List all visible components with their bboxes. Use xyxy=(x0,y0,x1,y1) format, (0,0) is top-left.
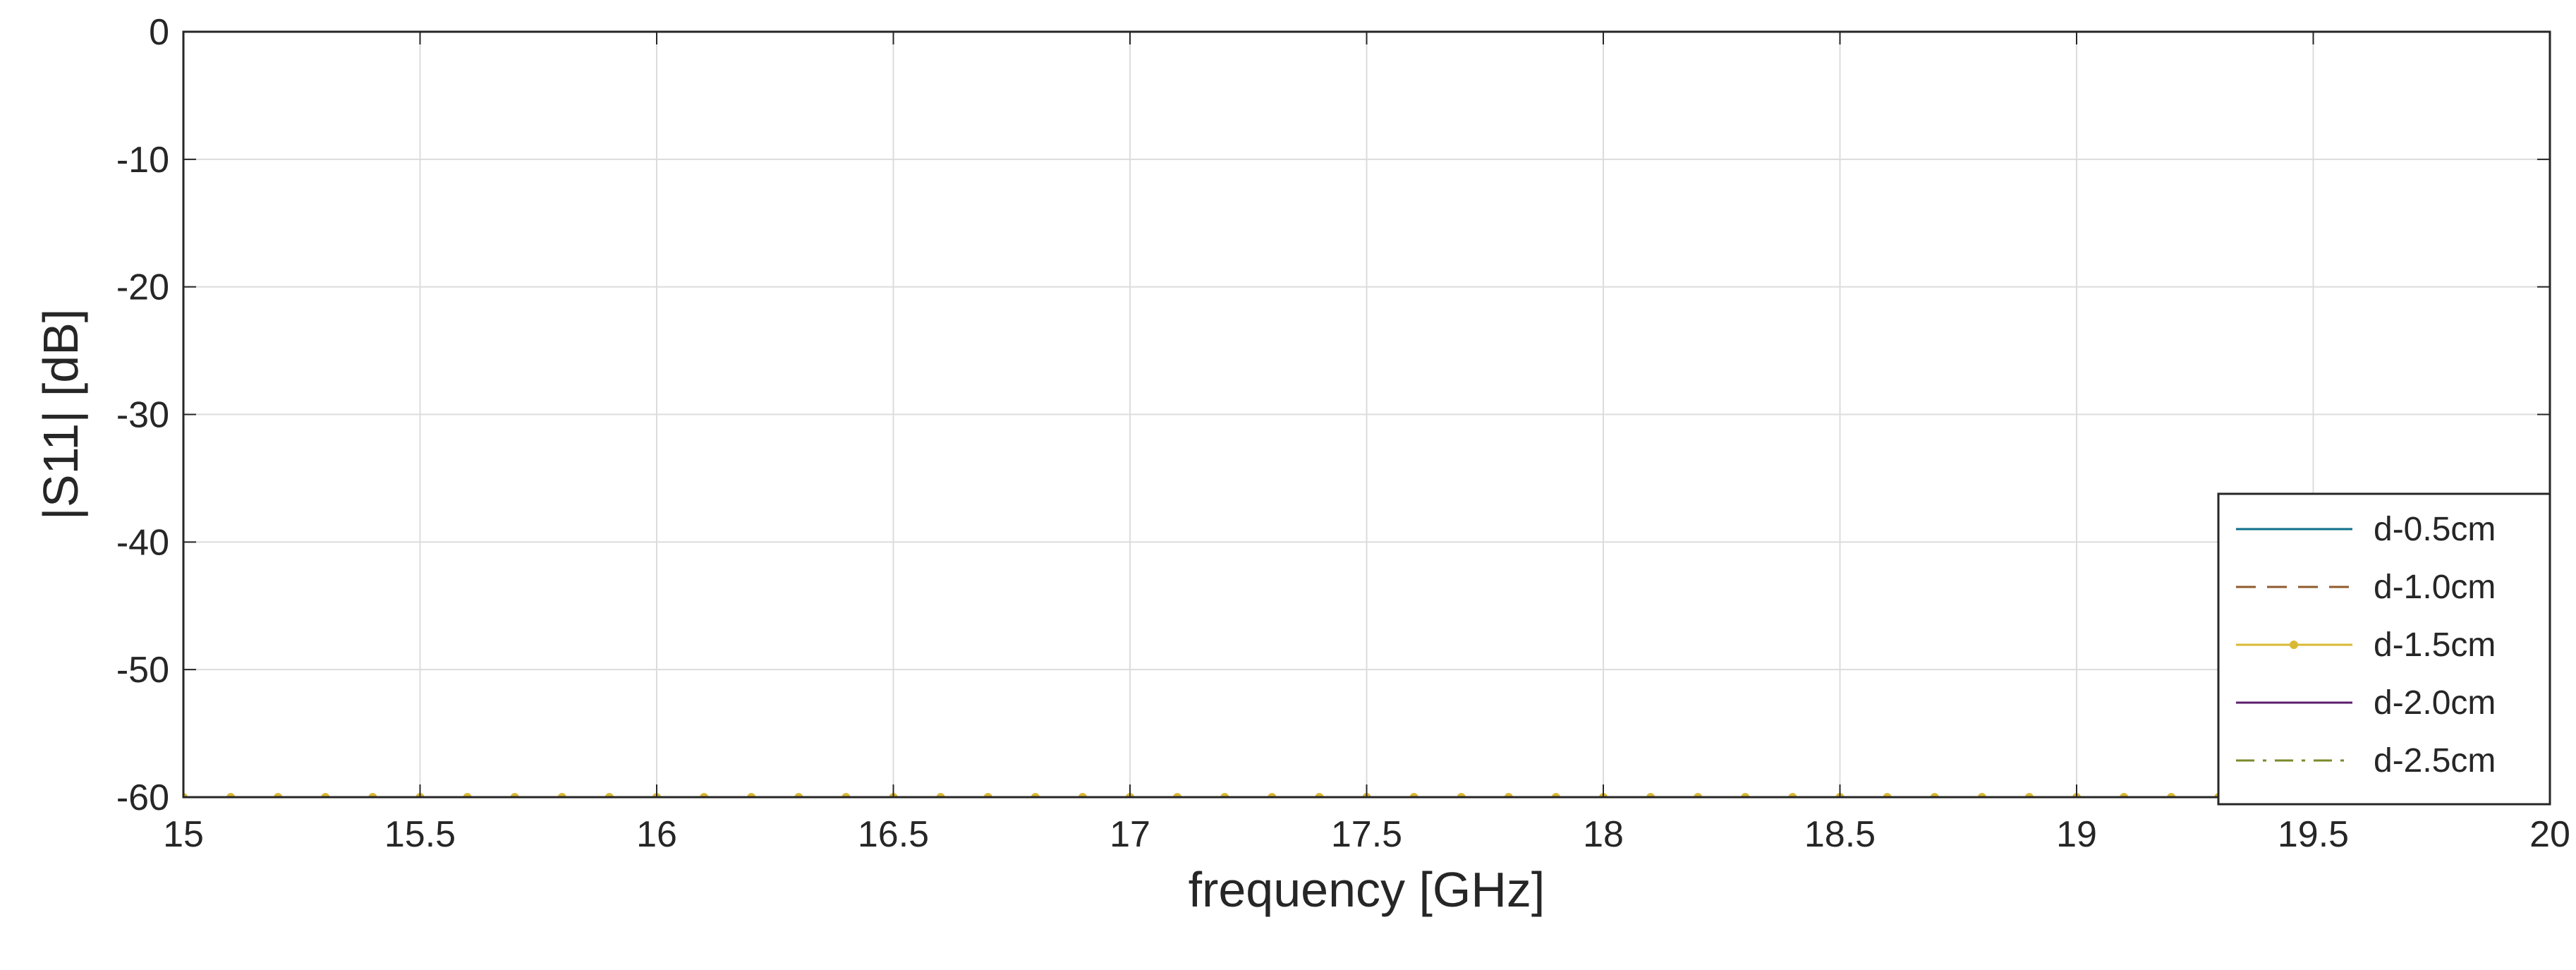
x-tick-label: 15 xyxy=(163,814,204,855)
y-tick-label: -40 xyxy=(116,522,169,563)
y-tick-label: 0 xyxy=(149,12,169,53)
grid xyxy=(183,32,2550,797)
plot-area: 15 15.5 16 16.5 17 17.5 18 18.5 19 19.5 20 0 -10 -20 -… xyxy=(116,12,2570,855)
x-tick-label: 15.5 xyxy=(384,814,456,855)
x-tick-label: 18.5 xyxy=(1804,814,1876,855)
x-tick-label: 19 xyxy=(2056,814,2097,855)
ticks: 15 15.5 16 16.5 17 17.5 18 18.5 19 19.5 20 0 -10 -20 -… xyxy=(116,12,2570,855)
legend-label: d-1.0cm xyxy=(2374,569,2496,606)
y-tick-label: -60 xyxy=(116,777,169,818)
legend-label: d-2.5cm xyxy=(2374,742,2496,780)
y-tick-label: -20 xyxy=(116,267,169,308)
legend-label: d-2.0cm xyxy=(2374,684,2496,722)
legend: d-0.5cm d-1.0cm d-1.5cm d-2.0cm d-2.5cm xyxy=(2217,492,2551,806)
legend-label: d-1.5cm xyxy=(2374,626,2496,664)
x-tick-label: 16.5 xyxy=(858,814,929,855)
y-tick-label: -30 xyxy=(116,395,169,436)
x-tick-label: 19.5 xyxy=(2278,814,2349,855)
x-tick-label: 20 xyxy=(2529,814,2570,855)
x-tick-label: 18 xyxy=(1583,814,1624,855)
legend-label: d-0.5cm xyxy=(2374,511,2496,548)
y-tick-label: -50 xyxy=(116,650,169,691)
x-tick-label: 17 xyxy=(1110,814,1150,855)
x-tick-label: 16 xyxy=(636,814,677,855)
x-axis-label: frequency [GHz] xyxy=(1189,862,1545,917)
legend-marker xyxy=(2290,641,2298,649)
legend-box xyxy=(2217,492,2551,806)
x-tick-label: 17.5 xyxy=(1331,814,1402,855)
y-tick-label: -10 xyxy=(116,140,169,181)
y-axis-label: |S11| [dB] xyxy=(33,309,88,521)
